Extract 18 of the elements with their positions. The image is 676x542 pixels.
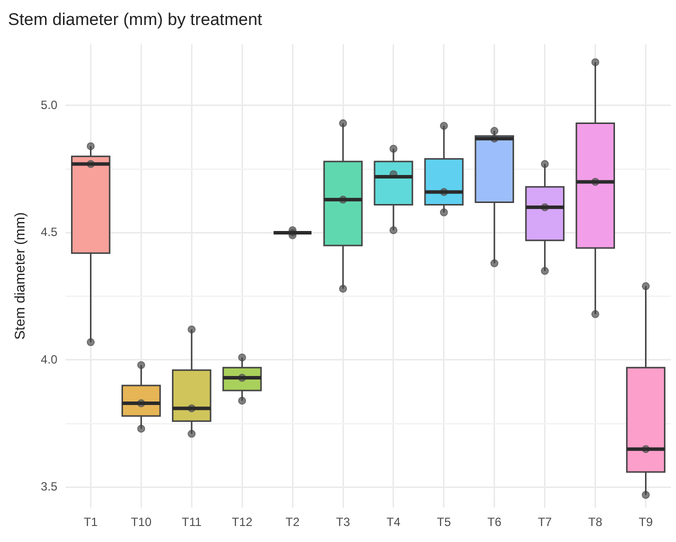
y-tick-label: 3.5 — [40, 480, 58, 494]
x-tick-label: T7 — [538, 515, 552, 530]
x-tick-label: T10 — [130, 515, 152, 530]
x-tick-label: T8 — [588, 515, 603, 530]
x-tick-label: T5 — [436, 515, 452, 530]
x-tick-label: T2 — [286, 515, 300, 530]
x-tick-label: T3 — [336, 515, 350, 530]
x-tick-label: T11 — [182, 515, 202, 530]
y-tick-label: 4.5 — [40, 225, 58, 240]
y-axis-title: Stem diameter (mm) — [11, 212, 28, 340]
x-tick-label: T4 — [386, 515, 401, 530]
y-tick-label: 4.0 — [40, 352, 58, 366]
x-tick-label: T6 — [487, 515, 502, 530]
x-tick-label: T12 — [232, 515, 253, 530]
x-tick-label: T9 — [638, 515, 654, 530]
chart-title: Stem diameter (mm) by treatment — [8, 10, 262, 29]
x-tick-label: T1 — [84, 515, 98, 530]
y-tick-label: 5.0 — [40, 98, 58, 112]
